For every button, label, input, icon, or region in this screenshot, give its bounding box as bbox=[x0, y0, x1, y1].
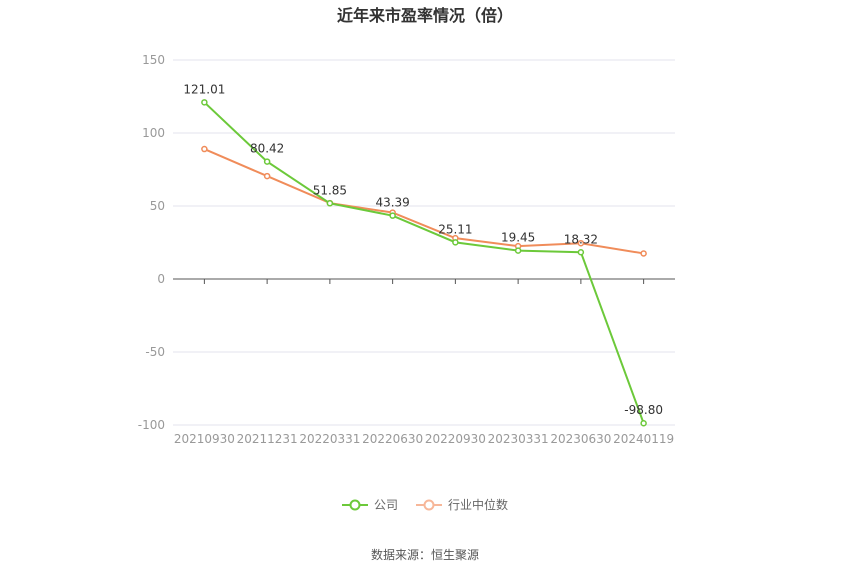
y-tick-label: -100 bbox=[138, 418, 165, 432]
x-tick-label: 20220930 bbox=[425, 432, 486, 446]
series-line-company bbox=[203, 101, 645, 424]
x-tick-label: 20240119 bbox=[613, 432, 674, 446]
series-line-industry-median bbox=[203, 148, 644, 255]
data-point-industry-median bbox=[640, 250, 647, 257]
data-point-industry-median bbox=[577, 239, 585, 247]
data-label: 43.39 bbox=[375, 196, 409, 210]
legend: 公司 行业中位数 bbox=[0, 496, 850, 513]
x-tick-label: 20220630 bbox=[362, 432, 423, 446]
source-note: 数据来源：恒生聚源 bbox=[370, 548, 479, 562]
y-tick-label: -50 bbox=[145, 345, 165, 359]
y-tick-label: 50 bbox=[150, 199, 165, 213]
legend-item-company[interactable]: 公司 bbox=[341, 496, 398, 513]
x-tick-label: 20220331 bbox=[299, 432, 360, 446]
data-point-company bbox=[640, 419, 647, 427]
data-point-company bbox=[326, 200, 334, 207]
data-point-company bbox=[201, 99, 208, 106]
data-label: 19.45 bbox=[501, 231, 535, 245]
data-point-company bbox=[452, 239, 459, 246]
x-tick-label: 20230630 bbox=[550, 432, 611, 446]
data-label: 25.11 bbox=[438, 222, 472, 236]
y-tick-label: 100 bbox=[142, 126, 165, 140]
data-label: 121.01 bbox=[183, 82, 225, 96]
chart-title: 近年来市盈率情况（倍） bbox=[336, 6, 513, 25]
data-point-company bbox=[514, 247, 522, 254]
data-label: 51.85 bbox=[313, 183, 347, 197]
data-label: 18.32 bbox=[564, 232, 598, 246]
data-label: -98.80 bbox=[624, 403, 663, 417]
legend-item-industry-median[interactable]: 行业中位数 bbox=[416, 496, 508, 513]
y-tick-label: 0 bbox=[157, 272, 165, 286]
legend-label-industry-median: 行业中位数 bbox=[448, 498, 509, 512]
data-point-industry-median bbox=[201, 145, 208, 153]
y-tick-label: 150 bbox=[142, 53, 165, 67]
data-point-company bbox=[389, 212, 396, 219]
x-tick-label: 20211231 bbox=[237, 432, 298, 446]
legend-swatch-industry-icon bbox=[416, 499, 442, 510]
legend-swatch-company-icon bbox=[341, 499, 368, 510]
x-tick-label: 20230331 bbox=[488, 432, 549, 446]
x-tick-label: 20210930 bbox=[174, 432, 235, 446]
data-point-company bbox=[577, 249, 585, 256]
data-point-industry-median bbox=[263, 172, 271, 180]
data-point-company bbox=[263, 158, 271, 165]
data-label: 80.42 bbox=[250, 142, 284, 156]
legend-label-company: 公司 bbox=[373, 498, 398, 512]
